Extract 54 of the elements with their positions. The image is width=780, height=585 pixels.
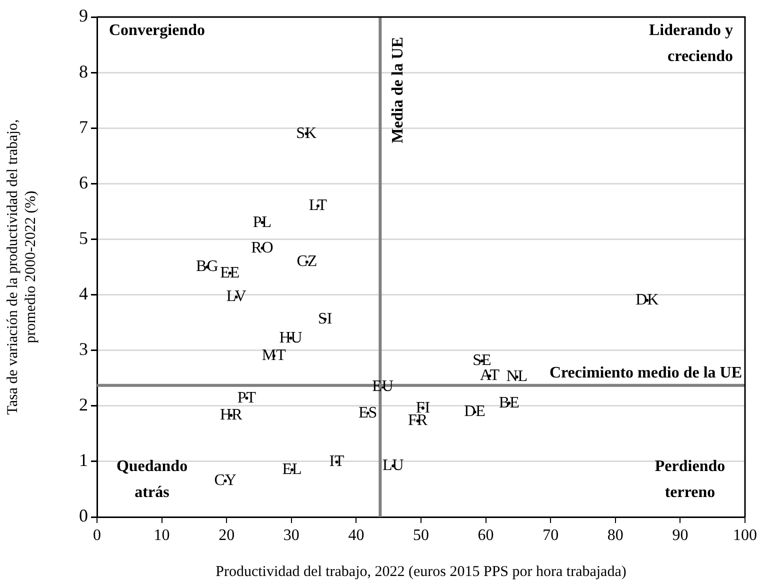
y-tick-label: 5 (79, 228, 88, 248)
series-label: CY (214, 472, 237, 490)
ref-line-label: Crecimiento medio de la UE (549, 364, 742, 382)
y-tick-label: 6 (79, 172, 88, 192)
y-tick-label: 9 (79, 6, 88, 26)
series-label: HR (220, 406, 243, 424)
series-label: SK (296, 124, 317, 142)
y-tick-label: 7 (79, 116, 88, 137)
series-label: EL (282, 460, 302, 478)
series-label: CZ (296, 253, 318, 270)
series-label: EU (372, 378, 394, 396)
series-label: LU (382, 457, 404, 474)
x-tick-label: 0 (93, 526, 101, 544)
x-axis-title: Productividad del trabajo, 2022 (euros 2015 PPS por hora trabajada) (216, 564, 626, 580)
x-tick-label: 70 (542, 526, 559, 544)
annotation: Quedando atrás (116, 458, 188, 502)
series-label: PL (252, 214, 272, 231)
series-label: FR (408, 412, 428, 430)
annotation: Convergiendo (109, 22, 205, 40)
series-label: NL (506, 368, 528, 386)
series-label: PT (237, 389, 256, 406)
y-tick-label: 2 (79, 394, 88, 415)
y-tick-label: 0 (79, 506, 88, 526)
annotation: Perdiendo terreno (654, 458, 726, 502)
x-tick-label: 40 (348, 526, 364, 544)
series-label: EE (220, 264, 240, 282)
y-axis-title: Tasa de variación de la productividad del trabajo, promedio 2000-2022 (%) (4, 119, 39, 415)
y-tick-label: 3 (79, 339, 88, 360)
series-label: IT (329, 453, 345, 470)
y-tick-label: 4 (79, 284, 88, 304)
series-label: LV (226, 288, 247, 306)
x-tick-label: 60 (478, 526, 494, 544)
series-label: DE (464, 403, 486, 420)
series-label: BG (196, 258, 219, 276)
x-tick-label: 20 (218, 526, 235, 544)
series-label: SE (472, 352, 492, 370)
series-label: ES (358, 404, 378, 422)
series-label: HU (279, 329, 303, 346)
series-label: AT (480, 367, 500, 384)
y-tick-label: 8 (79, 61, 88, 82)
x-tick-label: 90 (672, 526, 688, 544)
series-label: MT (262, 347, 286, 364)
ref-line-label: Media de la UE (389, 37, 406, 144)
x-tick-label: 80 (607, 526, 624, 544)
series-label: LT (308, 197, 328, 214)
x-tick-label: 50 (413, 526, 429, 544)
series-label: RO (251, 239, 274, 256)
series-label: BE (498, 394, 520, 412)
x-tick-label: 10 (154, 526, 170, 544)
x-tick-label: 100 (733, 526, 757, 544)
x-tick-label: 30 (283, 526, 300, 544)
y-tick-label: 1 (79, 450, 88, 470)
series-label: DK (636, 292, 660, 309)
annotation: Liderando y creciendo (648, 22, 733, 66)
